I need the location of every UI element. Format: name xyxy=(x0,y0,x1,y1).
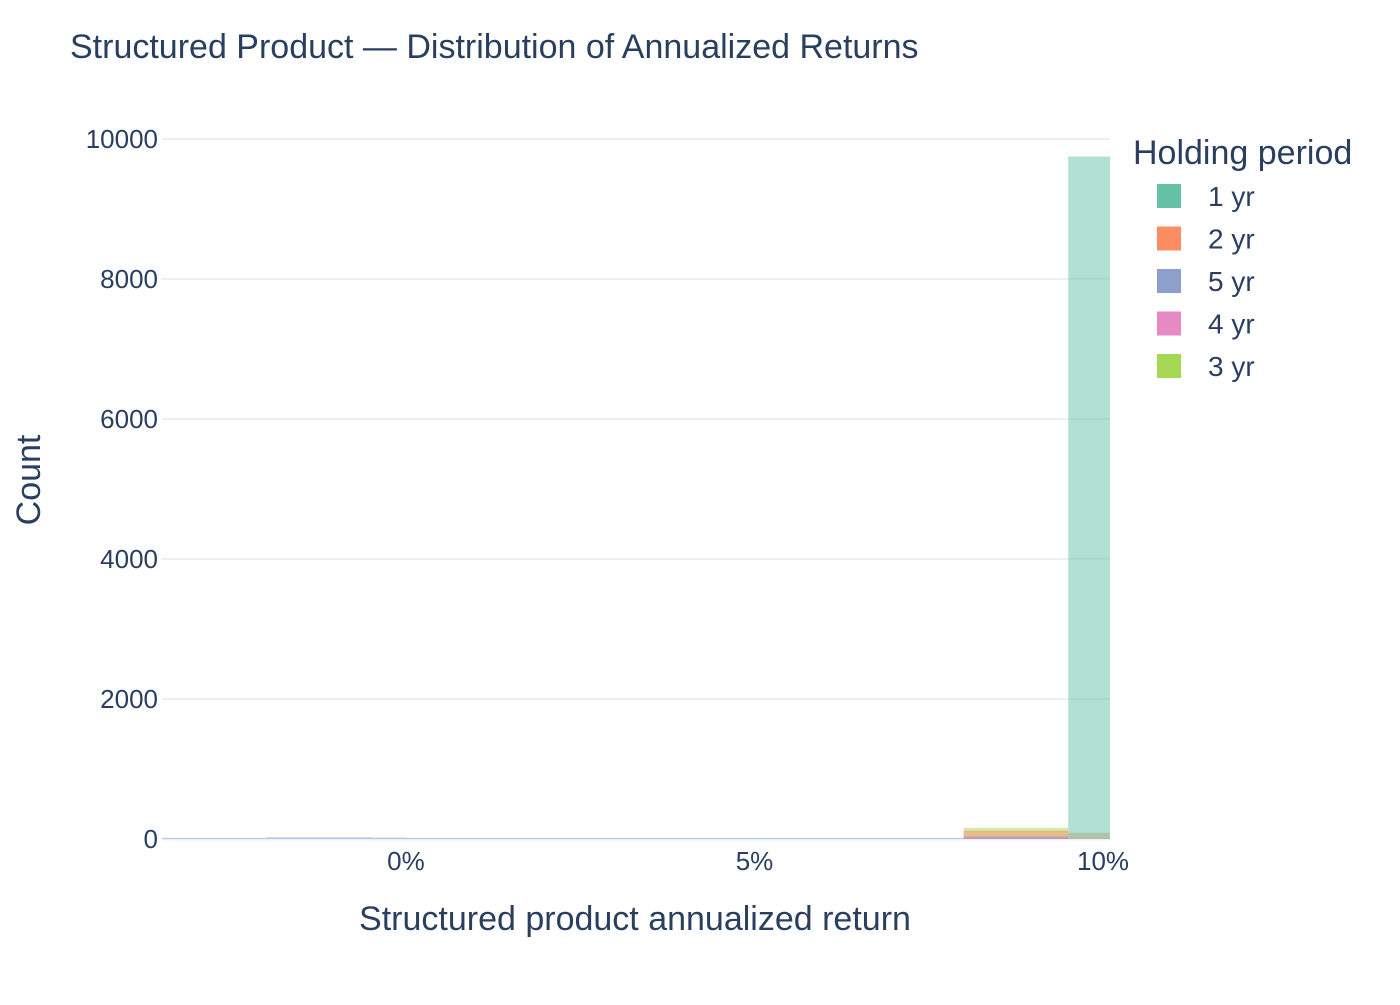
legend-title: Holding period xyxy=(1133,134,1352,172)
bars xyxy=(162,156,1110,839)
legend-swatch xyxy=(1157,354,1181,378)
legend-swatch xyxy=(1157,184,1181,208)
legend-label: 2 yr xyxy=(1208,224,1255,255)
y-tick-label: 10000 xyxy=(86,124,158,154)
y-axis-title: Count xyxy=(10,434,48,525)
histogram-bar xyxy=(371,837,406,839)
legend-swatch xyxy=(1157,226,1181,251)
y-tick-label: 0 xyxy=(144,824,158,854)
legend-label: 5 yr xyxy=(1208,266,1255,297)
legend-label: 4 yr xyxy=(1208,309,1255,340)
gridlines xyxy=(162,138,1110,841)
x-tick-label: 10% xyxy=(1077,846,1129,876)
histogram-bar xyxy=(963,830,1069,839)
x-tick-label: 5% xyxy=(736,846,774,876)
legend-label: 3 yr xyxy=(1208,351,1255,382)
histogram-bar xyxy=(162,838,267,839)
x-axis-ticks: 0% 5% 10% xyxy=(387,846,1129,876)
legend-swatch xyxy=(1157,311,1181,336)
y-tick-label: 4000 xyxy=(100,544,158,574)
histogram-bar xyxy=(963,836,1069,839)
legend-items: 1 yr 2 yr 5 yr 4 yr 3 yr xyxy=(1157,181,1255,382)
legend-label: 1 yr xyxy=(1208,181,1255,212)
histogram-bar xyxy=(266,837,372,839)
chart-title: Structured Product — Distribution of Ann… xyxy=(70,28,919,66)
x-tick-label: 0% xyxy=(387,846,425,876)
y-axis-ticks: 0 2000 4000 6000 8000 10000 xyxy=(86,124,158,854)
histogram-bar xyxy=(405,838,964,839)
y-tick-label: 2000 xyxy=(100,684,158,714)
y-tick-label: 8000 xyxy=(100,264,158,294)
legend: Holding period 1 yr 2 yr 5 yr 4 yr 3 yr xyxy=(1133,134,1352,382)
x-axis-title: Structured product annualized return xyxy=(359,900,911,938)
y-tick-label: 6000 xyxy=(100,404,158,434)
legend-swatch xyxy=(1157,269,1181,293)
histogram-bar xyxy=(1068,156,1110,839)
